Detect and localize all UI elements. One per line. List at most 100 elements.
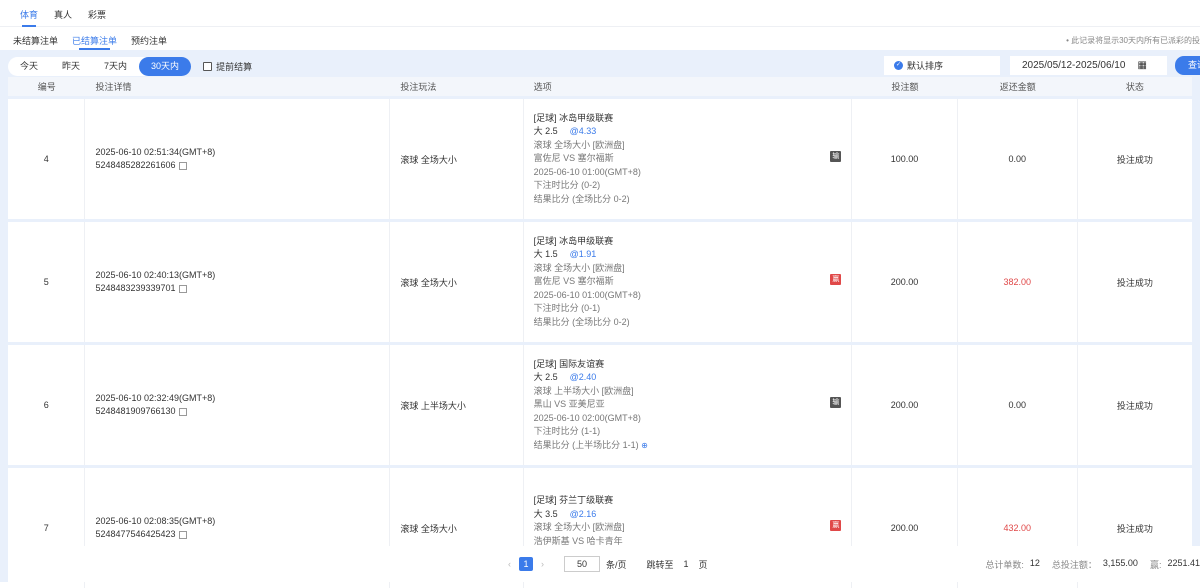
next-page-icon[interactable]: › xyxy=(541,559,544,569)
result-badge: 输 xyxy=(830,151,842,162)
page-size-input[interactable]: 50 xyxy=(564,556,600,572)
bet-play: 滚球 全场大小 xyxy=(390,99,524,219)
sort-select[interactable]: ✓ 默认排序 xyxy=(884,56,1000,75)
col-status: 状态 xyxy=(1125,82,1144,92)
total-win-label: 赢: xyxy=(1149,560,1162,570)
result-badge: 赢 xyxy=(830,274,842,285)
market: 滚球 全场大小 [欧洲盘] xyxy=(533,262,625,273)
total-count-label: 总计单数: xyxy=(985,560,1024,570)
page-unit-label: 页 xyxy=(698,559,708,570)
market: 滚球 全场大小 [欧洲盘] xyxy=(533,139,625,150)
bet-id: 5248483239339701 xyxy=(95,283,176,293)
filter-bar: 今天 昨天 7天内 30天内 提前结算 ✓ 默认排序 2025/05/12-202… xyxy=(8,55,1200,77)
bet-no: 4 xyxy=(8,99,86,219)
totals: 总计单数: 12 总投注额： 3,155.00 赢: 2251.41 xyxy=(985,558,1200,571)
bet-no: 5 xyxy=(8,222,86,342)
status: 投注成功 xyxy=(1116,523,1153,534)
odds: @4.33 xyxy=(569,126,597,137)
pagination: ‹ 1 › 50 条/页 跳转至 1 页 总计单数: 12 总投注额： 3,155.… xyxy=(8,546,1200,582)
result-badge: 输 xyxy=(830,397,842,408)
early-settle-checkbox[interactable]: 提前结算 xyxy=(203,60,252,73)
odds: @1.91 xyxy=(569,249,597,260)
col-detail: 投注详情 xyxy=(95,82,132,92)
product-tabs: 体育 真人 彩票 xyxy=(0,0,1200,27)
stake: 200.00 xyxy=(852,468,958,588)
tab-live-casino[interactable]: 真人 xyxy=(54,10,73,20)
copy-icon[interactable] xyxy=(178,284,187,293)
option-cell: [足球] 冰岛甲级联赛 大 2.5 @4.33 滚球 全场大小 [欧洲盘] 富佐尼 … xyxy=(524,99,853,219)
table-row: 4 2025-06-10 02:51:34(GMT+8) 524848528226… xyxy=(8,99,1192,219)
total-stake: 3,155.00 xyxy=(1102,558,1138,568)
kickoff-time: 2025-06-10 02:00(GMT+8) xyxy=(533,412,641,423)
league: [足球] 冰岛甲级联赛 xyxy=(533,112,614,123)
range-30days[interactable]: 30天内 xyxy=(139,56,192,76)
bet-detail-cell: 2025-06-10 02:08:35(GMT+8) 52484775464254… xyxy=(85,468,391,588)
bet-score: 下注时比分 (1-1) xyxy=(533,426,601,437)
range-yesterday[interactable]: 昨天 xyxy=(62,60,81,71)
col-play: 投注玩法 xyxy=(400,82,437,92)
teams: 富佐尼 VS 塞尔福斯 xyxy=(533,153,614,164)
bet-detail-cell: 2025-06-10 02:32:49(GMT+8) 52484819097661… xyxy=(85,345,391,465)
info-icon[interactable]: ⊕ xyxy=(641,440,648,450)
stake: 200.00 xyxy=(852,345,958,465)
tab-sports[interactable]: 体育 xyxy=(12,0,46,27)
league: [足球] 冰岛甲级联赛 xyxy=(533,235,614,246)
tab-lottery[interactable]: 彩票 xyxy=(88,10,107,20)
league: [足球] 芬兰丁级联赛 xyxy=(533,495,614,506)
notice-text: • 此记录将显示30天内所有已派彩的投 xyxy=(1066,36,1200,45)
bet-score: 下注时比分 (0-1) xyxy=(533,303,601,314)
checkbox-icon xyxy=(203,61,213,71)
stake: 200.00 xyxy=(852,222,958,342)
bet-play: 滚球 全场大小 xyxy=(390,222,524,342)
tab-reserved[interactable]: 预约注单 xyxy=(131,36,168,46)
bet-detail-cell: 2025-06-10 02:51:34(GMT+8) 52484852822616… xyxy=(85,99,391,219)
bet-time: 2025-06-10 02:51:34(GMT+8) xyxy=(95,146,216,157)
bet-play: 滚球 上半场大小 xyxy=(390,345,524,465)
query-button[interactable]: 查询 xyxy=(1175,56,1200,75)
pick: 大 2.5 xyxy=(533,372,558,383)
col-option: 选项 xyxy=(533,82,552,92)
status: 投注成功 xyxy=(1116,400,1153,411)
bet-no: 6 xyxy=(8,345,86,465)
tab-unsettled[interactable]: 未结算注单 xyxy=(13,36,59,46)
kickoff-time: 2025-06-10 01:00(GMT+8) xyxy=(533,166,641,177)
bet-time: 2025-06-10 02:08:35(GMT+8) xyxy=(95,515,216,526)
result-score: 结果比分 (全场比分 0-2) xyxy=(533,316,630,327)
copy-icon[interactable] xyxy=(178,161,187,170)
total-stake-label: 总投注额： xyxy=(1051,560,1097,570)
bet-status-tabs: 未结算注单 已结算注单 预约注单 • 此记录将显示30天内所有已派彩的投 xyxy=(0,27,1200,50)
early-settle-label: 提前结算 xyxy=(216,61,253,72)
range-today[interactable]: 今天 xyxy=(20,60,39,71)
table-row: 5 2025-06-10 02:40:13(GMT+8) 524848323933… xyxy=(8,222,1192,342)
date-range-value: 2025/05/12-2025/06/10 xyxy=(1022,60,1126,71)
bet-detail-cell: 2025-06-10 02:40:13(GMT+8) 52484832393397… xyxy=(85,222,391,342)
bet-id: 5248485282261606 xyxy=(95,160,176,170)
option-cell: [足球] 国际友谊赛 大 2.5 @2.40 滚球 上半场大小 [欧洲盘] 黑山 V… xyxy=(524,345,853,465)
teams: 黑山 VS 亚美尼亚 xyxy=(533,399,605,410)
prev-page-icon[interactable]: ‹ xyxy=(508,559,511,569)
total-count: 12 xyxy=(1029,558,1040,568)
pick: 大 2.5 xyxy=(533,126,558,137)
sort-label: 默认排序 xyxy=(907,61,944,71)
bet-no: 7 xyxy=(8,468,86,588)
goto-input[interactable]: 1 xyxy=(683,559,689,569)
copy-icon[interactable] xyxy=(178,407,187,416)
table-body: 4 2025-06-10 02:51:34(GMT+8) 524848528226… xyxy=(8,99,1192,588)
range-7days[interactable]: 7天内 xyxy=(104,60,128,71)
bet-play: 滚球 全场大小 xyxy=(390,468,524,588)
content-area: 今天 昨天 7天内 30天内 提前结算 ✓ 默认排序 2025/05/12-202… xyxy=(0,50,1200,588)
league: [足球] 国际友谊赛 xyxy=(533,358,605,369)
per-page-label: 条/页 xyxy=(606,559,627,570)
kickoff-time: 2025-06-10 01:00(GMT+8) xyxy=(533,289,641,300)
status: 投注成功 xyxy=(1116,277,1153,288)
page-1[interactable]: 1 xyxy=(519,557,533,571)
pick: 大 3.5 xyxy=(533,508,558,519)
tab-settled[interactable]: 已结算注单 xyxy=(65,27,124,50)
table-header: 编号 投注详情 投注玩法 选项 投注额 返还金额 状态 xyxy=(8,77,1192,96)
result-score: 结果比分 (上半场比分 1-1) xyxy=(533,439,639,450)
date-range-input[interactable]: 2025/05/12-2025/06/10 ▦ xyxy=(1010,56,1167,75)
copy-icon[interactable] xyxy=(178,530,187,539)
col-stake: 投注额 xyxy=(891,82,919,92)
result-score: 结果比分 (全场比分 0-2) xyxy=(533,193,630,204)
stake: 100.00 xyxy=(852,99,958,219)
